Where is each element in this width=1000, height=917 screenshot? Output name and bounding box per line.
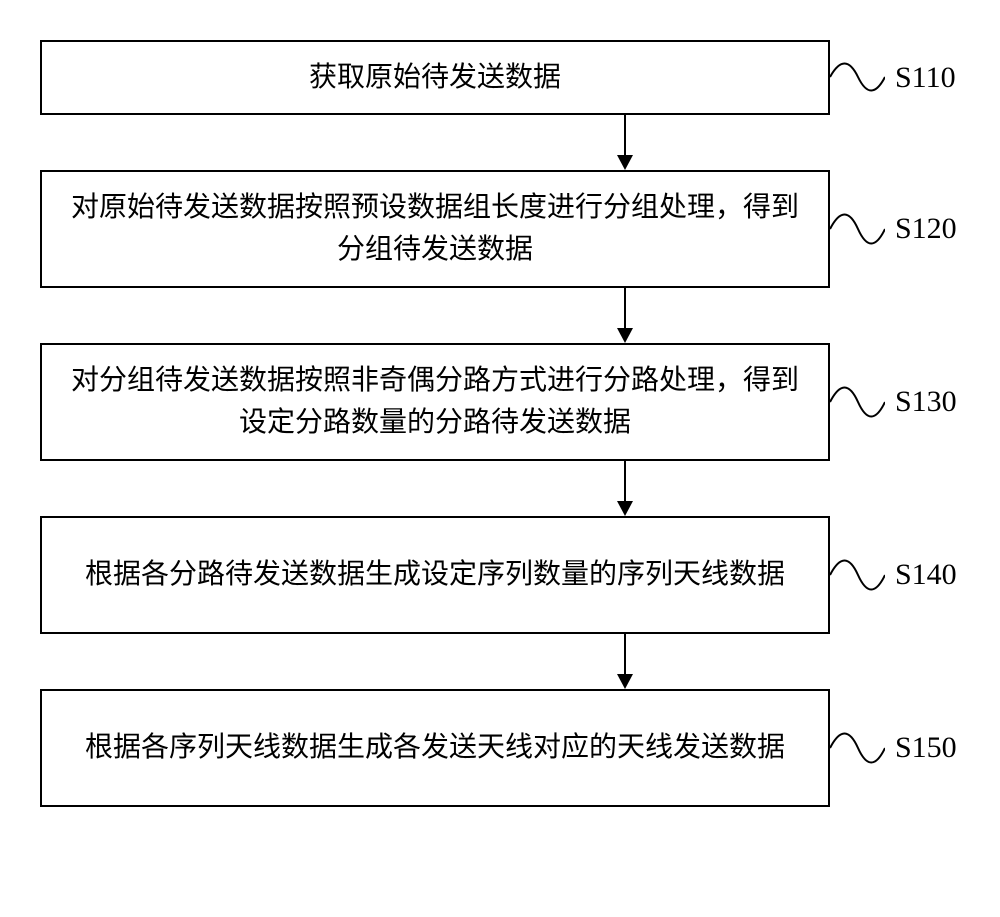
step-label: S130 [895,385,957,419]
curve-connector-icon [830,516,885,634]
curve-connector-icon [830,170,885,288]
step-text: 获取原始待发送数据 [309,57,561,99]
step-text: 根据各序列天线数据生成各发送天线对应的天线发送数据 [85,727,785,769]
step-text: 对原始待发送数据按照预设数据组长度进行分组处理，得到分组待发送数据 [62,187,808,271]
connector: S110 [830,40,956,115]
arrow-down-icon [610,634,640,689]
step-label: S140 [895,558,957,592]
arrow-container [40,634,830,689]
curve-connector-icon [830,343,885,461]
step-box-s110: 获取原始待发送数据 [40,40,830,115]
step-text: 对分组待发送数据按照非奇偶分路方式进行分路处理，得到设定分路数量的分路待发送数据 [62,360,808,444]
step-text: 根据各分路待发送数据生成设定序列数量的序列天线数据 [85,554,785,596]
step-label: S120 [895,212,957,246]
step-row: 对分组待发送数据按照非奇偶分路方式进行分路处理，得到设定分路数量的分路待发送数据… [20,343,980,461]
step-row: 对原始待发送数据按照预设数据组长度进行分组处理，得到分组待发送数据 S120 [20,170,980,288]
arrow-container [40,461,830,516]
arrow-down-icon [610,115,640,170]
arrow-down-icon [610,461,640,516]
arrow-container [40,115,830,170]
step-label: S150 [895,731,957,765]
step-row: 获取原始待发送数据 S110 [20,40,980,115]
step-label: S110 [895,61,956,95]
curve-connector-icon [830,40,885,115]
connector: S130 [830,343,957,461]
connector: S150 [830,689,957,807]
step-box-s120: 对原始待发送数据按照预设数据组长度进行分组处理，得到分组待发送数据 [40,170,830,288]
step-row: 根据各分路待发送数据生成设定序列数量的序列天线数据 S140 [20,516,980,634]
connector: S140 [830,516,957,634]
step-box-s130: 对分组待发送数据按照非奇偶分路方式进行分路处理，得到设定分路数量的分路待发送数据 [40,343,830,461]
arrow-down-icon [610,288,640,343]
flowchart-container: 获取原始待发送数据 S110 对原始待发送数据按照预设数据组长度进行分组处理，得… [20,40,980,807]
step-row: 根据各序列天线数据生成各发送天线对应的天线发送数据 S150 [20,689,980,807]
connector: S120 [830,170,957,288]
arrow-container [40,288,830,343]
step-box-s140: 根据各分路待发送数据生成设定序列数量的序列天线数据 [40,516,830,634]
curve-connector-icon [830,689,885,807]
step-box-s150: 根据各序列天线数据生成各发送天线对应的天线发送数据 [40,689,830,807]
